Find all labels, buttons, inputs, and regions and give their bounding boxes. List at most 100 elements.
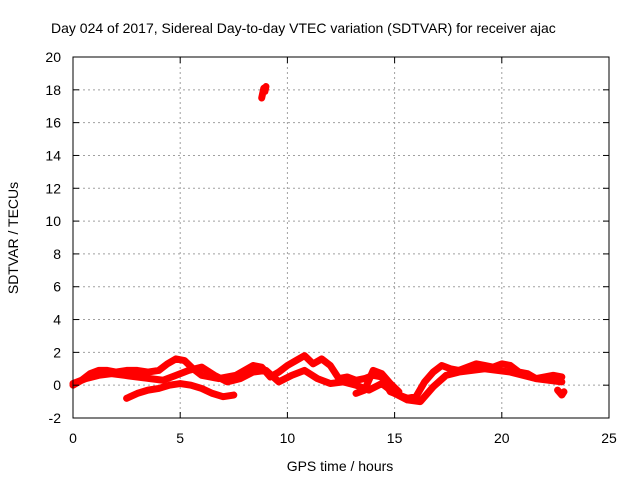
x-tick-label: 15 bbox=[387, 430, 403, 446]
series-group bbox=[123, 380, 238, 402]
data-point bbox=[147, 376, 153, 382]
data-point bbox=[404, 397, 410, 403]
data-point bbox=[96, 372, 102, 378]
data-point bbox=[134, 367, 140, 373]
data-point bbox=[181, 358, 187, 364]
data-point bbox=[302, 353, 308, 359]
data-point bbox=[370, 367, 376, 373]
data-point bbox=[250, 362, 256, 368]
data-point bbox=[430, 369, 436, 375]
data-point bbox=[134, 390, 140, 396]
data-point bbox=[109, 371, 115, 377]
y-tick-label: 2 bbox=[53, 344, 61, 360]
data-point bbox=[250, 369, 256, 375]
y-tick-label: 16 bbox=[45, 115, 61, 131]
data-point bbox=[353, 382, 359, 388]
data-point bbox=[160, 377, 166, 383]
data-point bbox=[220, 394, 226, 400]
x-tick-label: 0 bbox=[69, 430, 77, 446]
data-point bbox=[456, 369, 462, 375]
data-point bbox=[231, 392, 237, 398]
y-tick-label: -2 bbox=[49, 410, 62, 426]
data-point bbox=[443, 372, 449, 378]
data-point bbox=[447, 366, 453, 372]
data-point bbox=[344, 374, 350, 380]
x-tick-label: 10 bbox=[280, 430, 296, 446]
data-point bbox=[177, 381, 183, 387]
data-point bbox=[156, 367, 162, 373]
data-point bbox=[327, 362, 333, 368]
data-point bbox=[293, 358, 299, 364]
data-point bbox=[379, 381, 385, 387]
axis-ticks: 0 5 10 15 20 25 -2 0 2 4 6 8 10 12 14 16 18 20 bbox=[45, 49, 617, 446]
data-point bbox=[276, 369, 282, 375]
data-point bbox=[327, 381, 333, 387]
data-point bbox=[284, 362, 290, 368]
data-point bbox=[495, 367, 501, 373]
data-point bbox=[387, 381, 393, 387]
y-tick-label: 20 bbox=[45, 49, 61, 65]
data-point bbox=[83, 376, 89, 382]
series-group bbox=[69, 363, 566, 406]
data-point bbox=[263, 84, 269, 90]
data-point bbox=[263, 367, 269, 373]
data-point bbox=[145, 369, 151, 375]
x-tick-label: 20 bbox=[494, 430, 510, 446]
data-point bbox=[164, 361, 170, 367]
data-point bbox=[473, 361, 479, 367]
data-point bbox=[379, 371, 385, 377]
x-tick-label: 25 bbox=[601, 430, 617, 446]
data-point bbox=[259, 95, 265, 101]
data-point bbox=[199, 385, 205, 391]
data-point bbox=[533, 376, 539, 382]
y-tick-label: 4 bbox=[53, 312, 61, 328]
data-point bbox=[559, 379, 565, 385]
data-point bbox=[188, 382, 194, 388]
data-point bbox=[520, 372, 526, 378]
data-point bbox=[482, 366, 488, 372]
y-tick-label: 6 bbox=[53, 279, 61, 295]
data-point bbox=[555, 387, 561, 393]
data-point bbox=[362, 387, 368, 393]
data-point bbox=[507, 362, 513, 368]
data-point bbox=[353, 390, 359, 396]
data-point bbox=[121, 372, 127, 378]
series-group bbox=[258, 83, 270, 102]
data-point bbox=[314, 376, 320, 382]
y-tick-label: 8 bbox=[53, 246, 61, 262]
y-tick-label: 14 bbox=[45, 147, 61, 163]
data-point bbox=[209, 390, 215, 396]
data-point bbox=[439, 362, 445, 368]
data-point bbox=[422, 379, 428, 385]
data-point bbox=[224, 379, 230, 385]
series-group bbox=[352, 366, 403, 397]
data-point bbox=[319, 356, 325, 362]
y-tick-label: 18 bbox=[45, 82, 61, 98]
data-point bbox=[340, 379, 346, 385]
data-point bbox=[186, 367, 192, 373]
data-point bbox=[469, 367, 475, 373]
y-tick-label: 12 bbox=[45, 180, 61, 196]
data-point bbox=[550, 372, 556, 378]
data-point bbox=[124, 367, 130, 373]
plot-frame bbox=[72, 56, 610, 419]
data-point bbox=[212, 372, 218, 378]
data-point bbox=[417, 399, 423, 405]
data-point bbox=[499, 361, 505, 367]
data-point bbox=[156, 385, 162, 391]
data-point bbox=[166, 382, 172, 388]
data-point bbox=[124, 395, 130, 401]
y-tick-label: 0 bbox=[53, 377, 61, 393]
data-point bbox=[173, 356, 179, 362]
data-point bbox=[310, 361, 316, 367]
data-point bbox=[561, 389, 567, 395]
data-point bbox=[134, 374, 140, 380]
data-point bbox=[199, 364, 205, 370]
data-point bbox=[396, 389, 402, 395]
data-point bbox=[145, 387, 151, 393]
x-axis-label: GPS time / hours bbox=[287, 458, 394, 474]
x-tick-label: 5 bbox=[176, 430, 184, 446]
data-point bbox=[546, 377, 552, 383]
data-point bbox=[507, 369, 513, 375]
